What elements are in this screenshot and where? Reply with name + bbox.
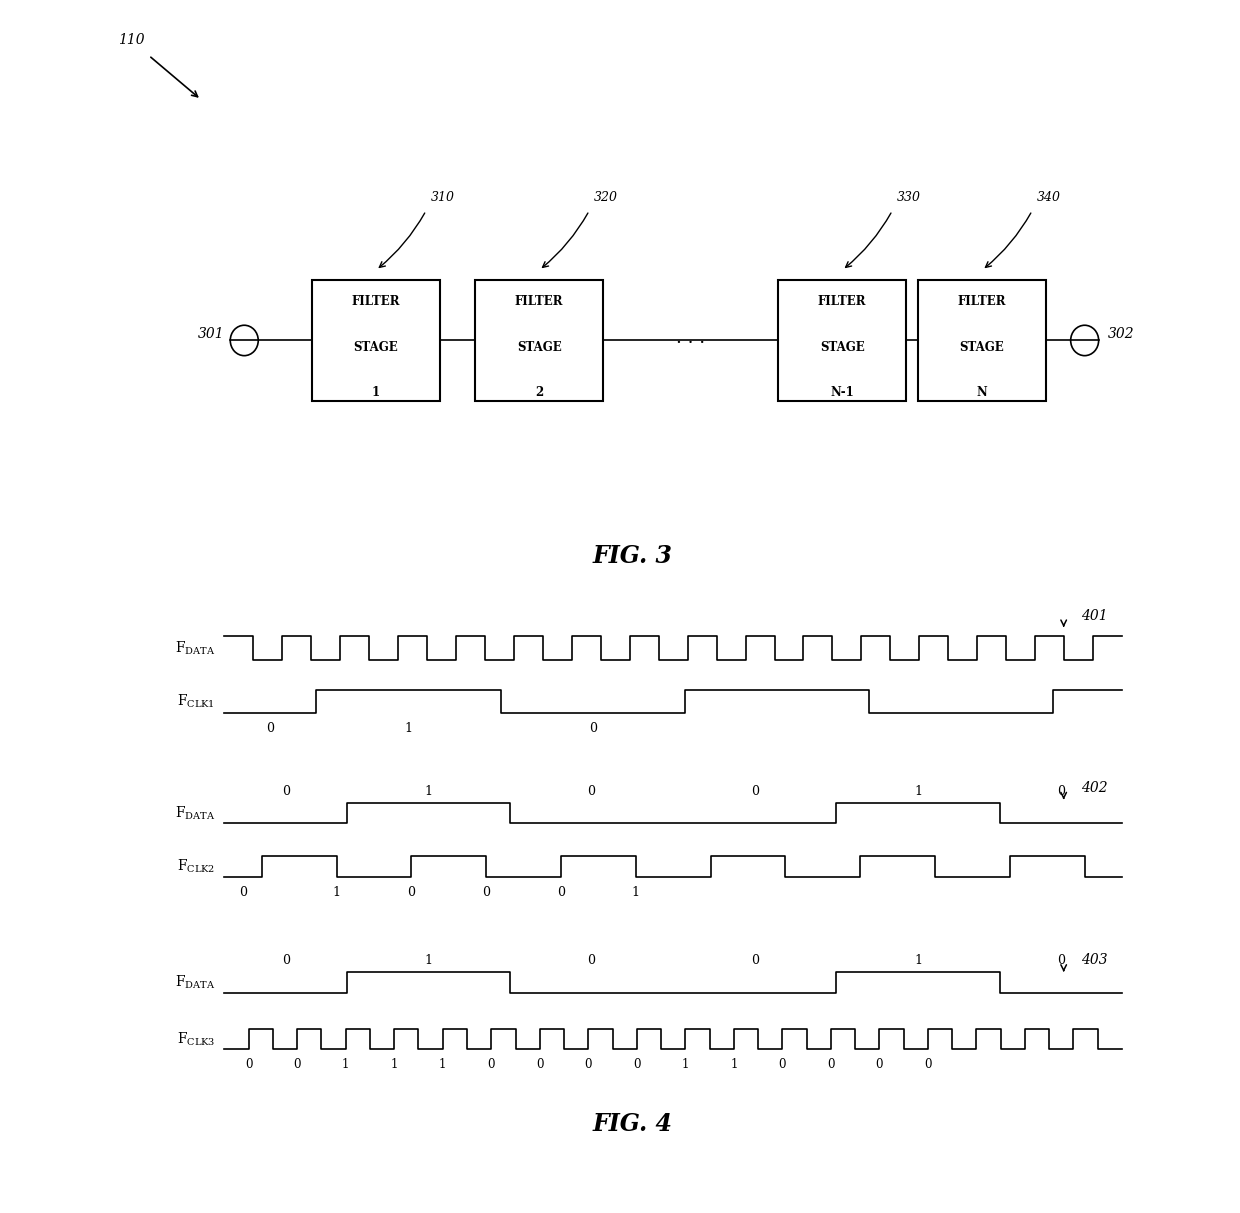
Text: FILTER: FILTER (818, 296, 867, 308)
Text: 320: 320 (594, 192, 618, 204)
Text: FILTER: FILTER (957, 296, 1007, 308)
Text: . . .: . . . (676, 329, 706, 347)
Text: 0: 0 (588, 785, 595, 798)
Text: 1: 1 (632, 885, 640, 899)
Text: 0: 0 (1056, 785, 1065, 798)
Text: 1: 1 (404, 723, 413, 735)
Text: 0: 0 (779, 1058, 786, 1071)
Text: 2: 2 (534, 386, 543, 399)
Text: $\mathregular{F}_{\mathregular{CLK3}}$: $\mathregular{F}_{\mathregular{CLK3}}$ (177, 1030, 215, 1048)
Bar (779, 280, 906, 400)
Bar (312, 280, 440, 400)
Text: 1: 1 (372, 386, 379, 399)
Text: 0: 0 (536, 1058, 543, 1071)
Text: 0: 0 (750, 785, 759, 798)
Text: 0: 0 (588, 955, 595, 967)
Text: $\mathregular{F}_{\mathregular{DATA}}$: $\mathregular{F}_{\mathregular{DATA}}$ (175, 974, 215, 991)
Text: 0: 0 (487, 1058, 495, 1071)
Text: 0: 0 (557, 885, 565, 899)
Bar (918, 280, 1047, 400)
Text: 0: 0 (408, 885, 415, 899)
Text: 0: 0 (1056, 955, 1065, 967)
Text: $\mathregular{F}_{\mathregular{CLK1}}$: $\mathregular{F}_{\mathregular{CLK1}}$ (177, 693, 215, 711)
Text: 1: 1 (342, 1058, 350, 1071)
Text: 310: 310 (430, 192, 455, 204)
Text: STAGE: STAGE (517, 341, 562, 353)
Text: 0: 0 (239, 885, 247, 899)
Text: N-1: N-1 (831, 386, 854, 399)
Text: 0: 0 (246, 1058, 253, 1071)
Text: 1: 1 (439, 1058, 446, 1071)
Text: FIG. 4: FIG. 4 (593, 1111, 672, 1135)
Text: FILTER: FILTER (515, 296, 563, 308)
Text: 1: 1 (332, 885, 341, 899)
Text: 1: 1 (730, 1058, 738, 1071)
Text: 0: 0 (827, 1058, 835, 1071)
Text: 0: 0 (875, 1058, 883, 1071)
Text: 402: 402 (1081, 781, 1107, 795)
Text: 0: 0 (750, 955, 759, 967)
Text: 0: 0 (584, 1058, 591, 1071)
Text: 301: 301 (198, 328, 224, 341)
Text: STAGE: STAGE (820, 341, 864, 353)
Text: N: N (977, 386, 987, 399)
Text: 1: 1 (391, 1058, 398, 1071)
Text: 0: 0 (281, 955, 290, 967)
Text: STAGE: STAGE (960, 341, 1004, 353)
Text: $\mathregular{F}_{\mathregular{CLK2}}$: $\mathregular{F}_{\mathregular{CLK2}}$ (177, 858, 215, 876)
Text: 0: 0 (294, 1058, 301, 1071)
Text: FILTER: FILTER (352, 296, 401, 308)
Text: 0: 0 (924, 1058, 931, 1071)
Text: $\mathregular{F}_{\mathregular{DATA}}$: $\mathregular{F}_{\mathregular{DATA}}$ (175, 804, 215, 821)
Text: $\mathregular{F}_{\mathregular{DATA}}$: $\mathregular{F}_{\mathregular{DATA}}$ (175, 639, 215, 656)
Text: 0: 0 (482, 885, 490, 899)
Text: 1: 1 (914, 955, 923, 967)
Text: 110: 110 (118, 33, 145, 46)
Text: 1: 1 (424, 785, 433, 798)
Text: 0: 0 (281, 785, 290, 798)
Text: STAGE: STAGE (353, 341, 398, 353)
Text: 1: 1 (682, 1058, 689, 1071)
Text: 302: 302 (1109, 328, 1135, 341)
Text: 340: 340 (1037, 192, 1061, 204)
Text: 401: 401 (1081, 609, 1107, 622)
Text: 1: 1 (914, 785, 923, 798)
Text: FIG. 3: FIG. 3 (593, 543, 672, 568)
Bar (475, 280, 604, 400)
Text: 0: 0 (634, 1058, 641, 1071)
Text: 1: 1 (424, 955, 433, 967)
Text: 0: 0 (267, 723, 274, 735)
Text: 330: 330 (897, 192, 921, 204)
Text: 403: 403 (1081, 953, 1107, 967)
Text: 0: 0 (589, 723, 596, 735)
